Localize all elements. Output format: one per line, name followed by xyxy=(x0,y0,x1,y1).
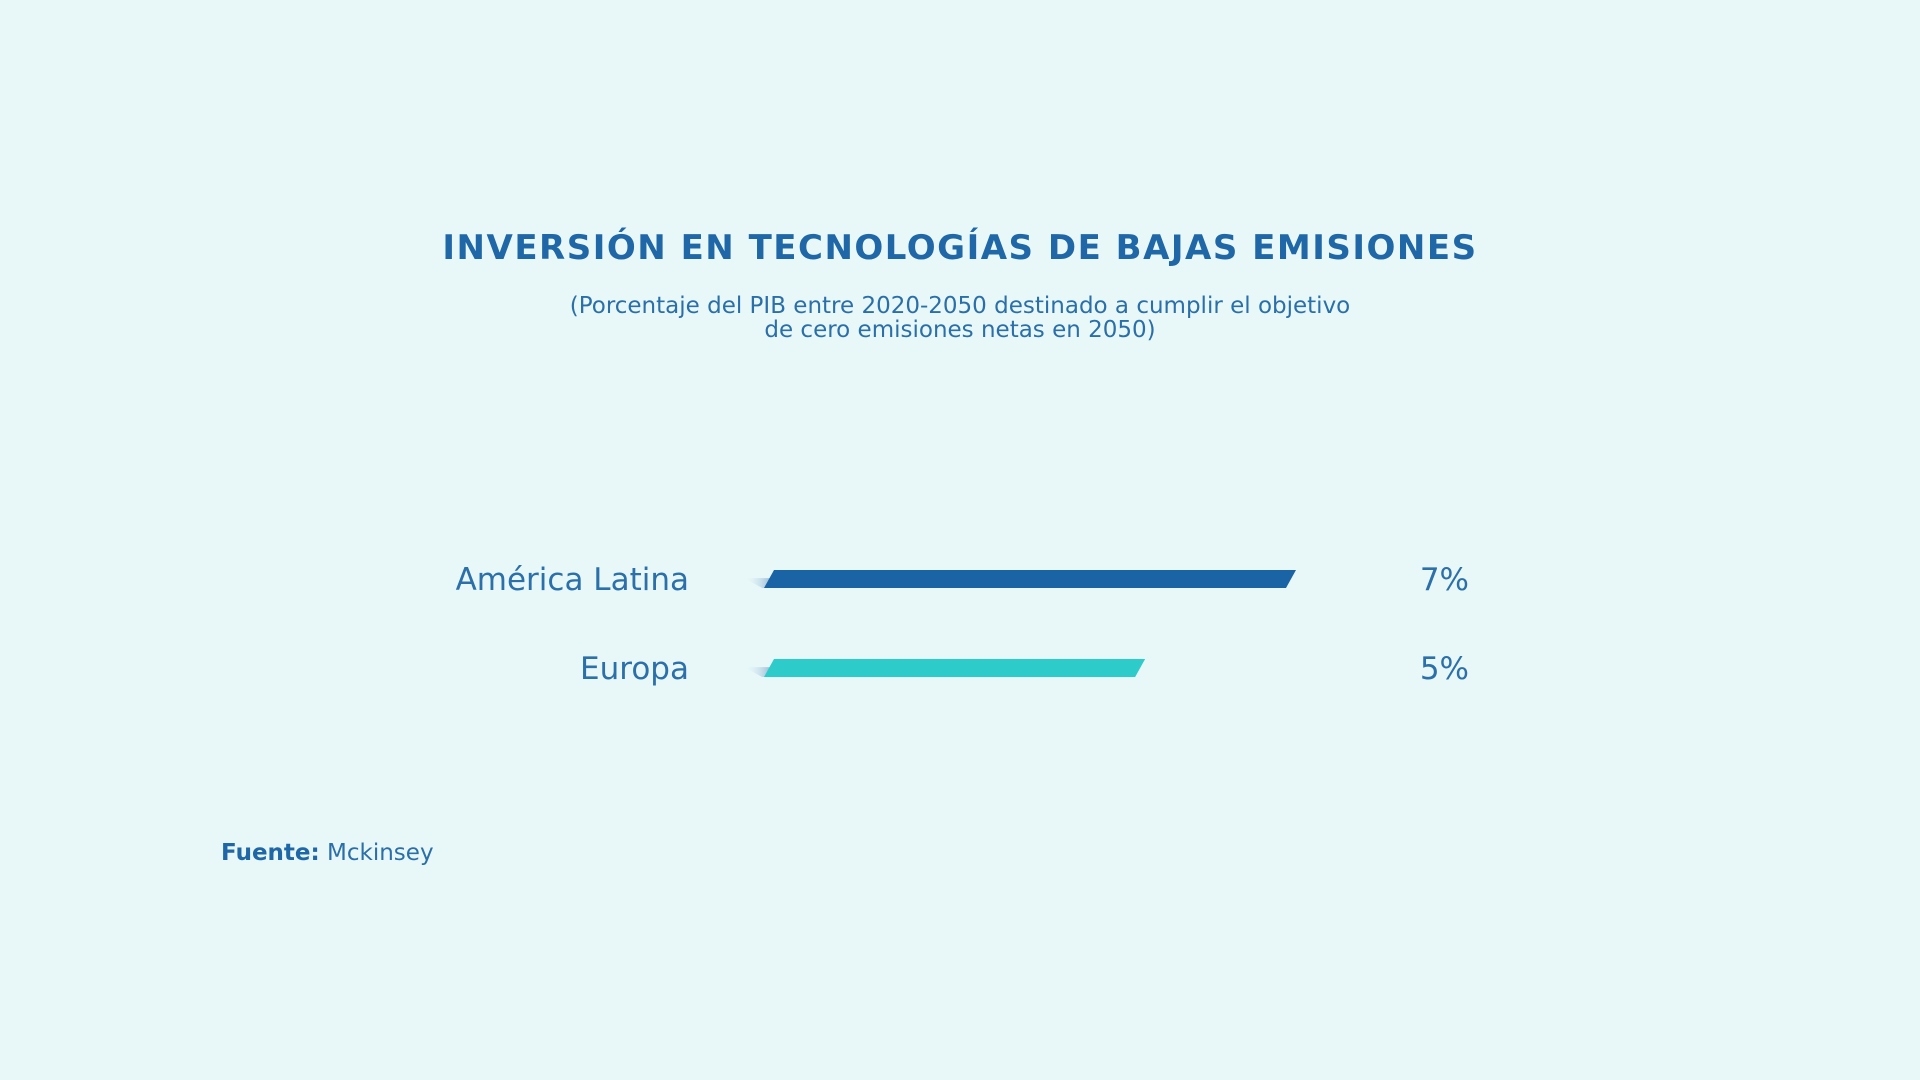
chart-title: INVERSIÓN EN TECNOLOGÍAS DE BAJAS EMISIO… xyxy=(442,228,1478,268)
bar-europa xyxy=(764,659,1146,677)
category-label-europa: Europa xyxy=(580,651,689,687)
chart-subtitle: (Porcentaje del PIB entre 2020-2050 dest… xyxy=(569,293,1351,343)
bar-shadow-europa xyxy=(744,667,772,677)
source-label: Fuente: xyxy=(221,840,320,866)
value-label-america-latina: 7% xyxy=(1420,562,1469,598)
bar-shadow-america-latina xyxy=(744,578,772,588)
category-label-america-latina: América Latina xyxy=(456,562,689,598)
value-label-europa: 5% xyxy=(1420,651,1469,687)
bars-group: América Latina 7% Europa 5% xyxy=(456,562,1469,687)
bar-america-latina xyxy=(764,570,1296,588)
source-value: Mckinsey xyxy=(327,840,434,866)
source-note: Fuente: Mckinsey xyxy=(221,840,434,866)
